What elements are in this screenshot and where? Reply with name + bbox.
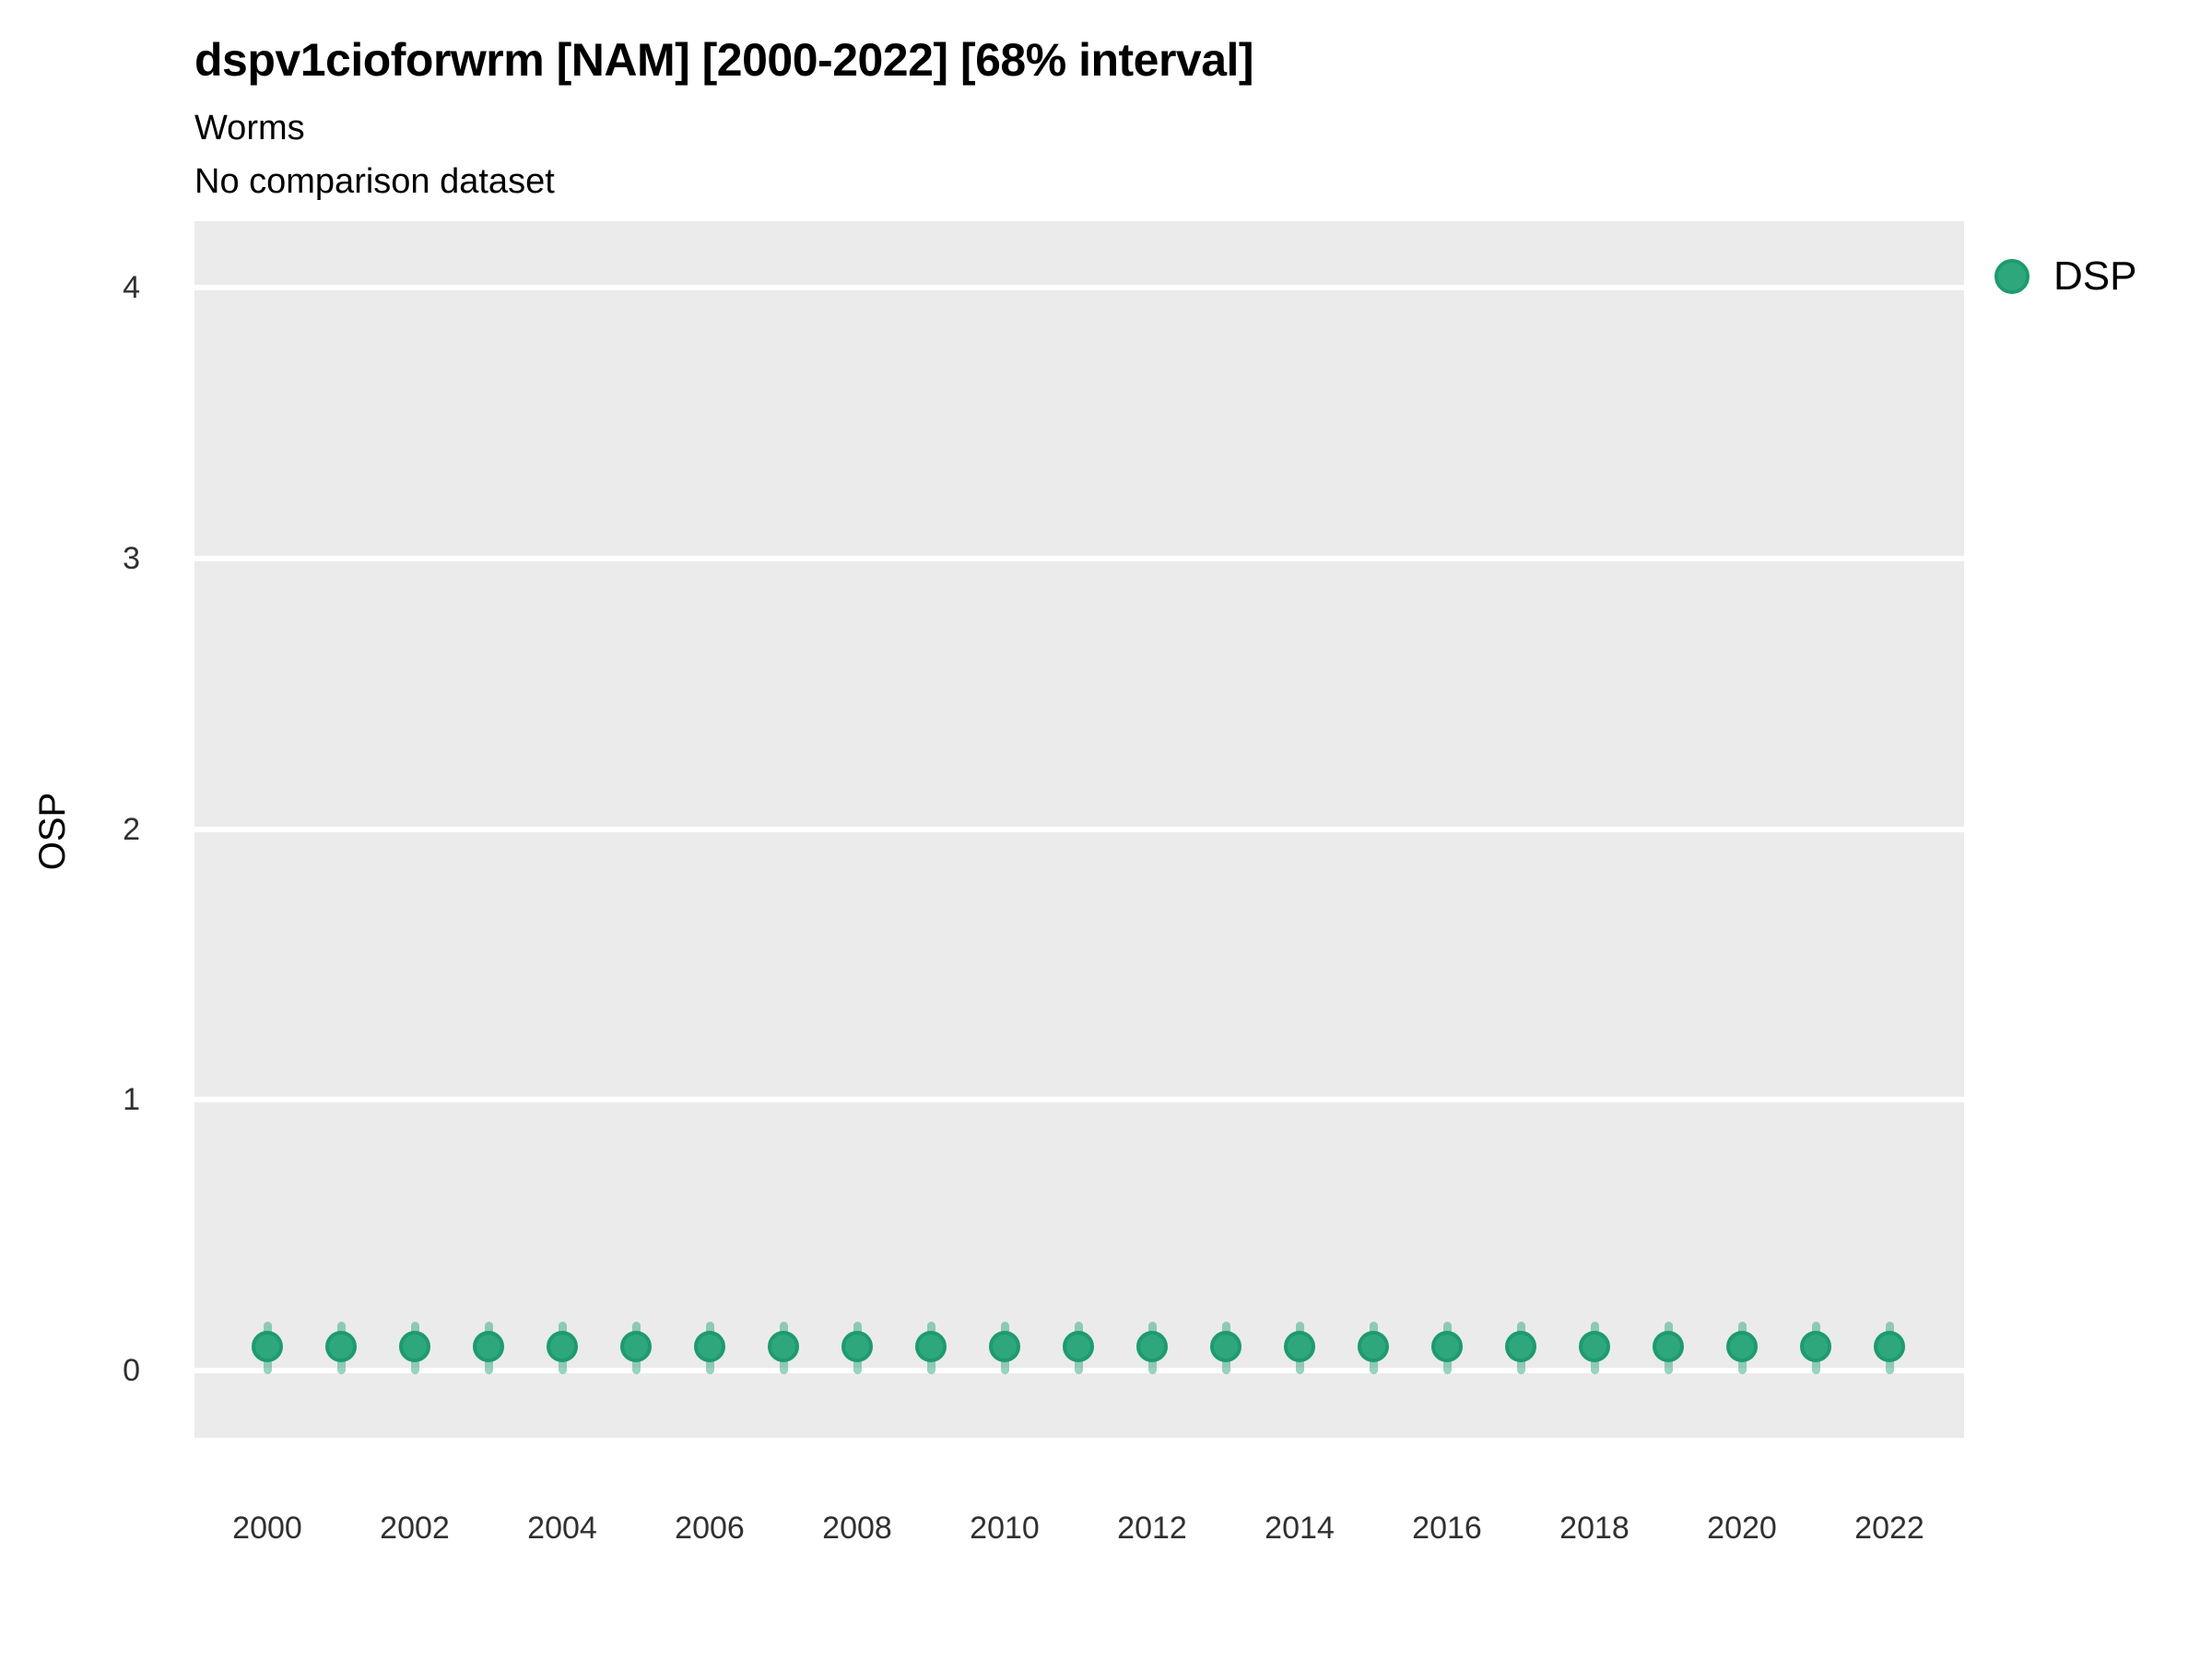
data-point-2006	[694, 1330, 725, 1362]
gridline-y-1	[194, 1097, 1964, 1103]
data-point-2002	[399, 1330, 430, 1362]
x-tick-label-2018: 2018	[1559, 1511, 1630, 1546]
plot-panel	[194, 221, 1964, 1438]
y-tick-label-2: 2	[123, 811, 140, 847]
data-point-2016	[1431, 1330, 1463, 1362]
x-tick-label-2004: 2004	[527, 1511, 597, 1546]
data-point-2003	[473, 1330, 504, 1362]
data-point-2000	[252, 1330, 283, 1362]
data-point-2009	[915, 1330, 947, 1362]
chart-subtitle: Worms	[194, 109, 305, 147]
data-point-2018	[1579, 1330, 1610, 1362]
x-tick-label-2000: 2000	[232, 1511, 302, 1546]
y-tick-label-3: 3	[123, 540, 140, 576]
comparison-note: No comparison dataset	[194, 162, 555, 201]
data-point-2001	[325, 1330, 357, 1362]
legend-swatch-dsp	[1994, 259, 2030, 294]
data-point-2012	[1136, 1330, 1168, 1362]
gridline-y-4	[194, 285, 1964, 290]
gridline-y-2	[194, 826, 1964, 832]
data-point-2008	[841, 1330, 873, 1362]
legend-label-dsp: DSP	[2053, 253, 2137, 299]
data-point-2022	[1874, 1330, 1905, 1362]
x-tick-label-2016: 2016	[1412, 1511, 1482, 1546]
x-tick-label-2020: 2020	[1707, 1511, 1777, 1546]
data-point-2019	[1653, 1330, 1684, 1362]
data-point-2005	[620, 1330, 652, 1362]
data-point-2021	[1800, 1330, 1831, 1362]
y-tick-label-4: 4	[123, 270, 140, 305]
y-tick-label-1: 1	[123, 1082, 140, 1118]
x-tick-label-2010: 2010	[970, 1511, 1040, 1546]
legend: DSP	[1989, 253, 2210, 300]
x-tick-label-2014: 2014	[1265, 1511, 1335, 1546]
x-tick-label-2002: 2002	[380, 1511, 450, 1546]
x-tick-label-2022: 2022	[1854, 1511, 1924, 1546]
data-point-2013	[1210, 1330, 1241, 1362]
data-point-2020	[1726, 1330, 1758, 1362]
x-tick-label-2012: 2012	[1117, 1511, 1187, 1546]
chart-title: dspv1cioforwrm [NAM] [2000-2022] [68% in…	[194, 34, 1254, 86]
data-point-2007	[768, 1330, 799, 1362]
x-tick-label-2006: 2006	[675, 1511, 745, 1546]
data-point-2014	[1284, 1330, 1315, 1362]
data-point-2011	[1063, 1330, 1094, 1362]
data-point-2017	[1505, 1330, 1536, 1362]
data-point-2004	[547, 1330, 578, 1362]
data-point-2010	[989, 1330, 1020, 1362]
gridline-y-3	[194, 555, 1964, 561]
data-point-2015	[1358, 1330, 1389, 1362]
x-tick-label-2008: 2008	[822, 1511, 892, 1546]
y-tick-label-0: 0	[123, 1353, 140, 1388]
